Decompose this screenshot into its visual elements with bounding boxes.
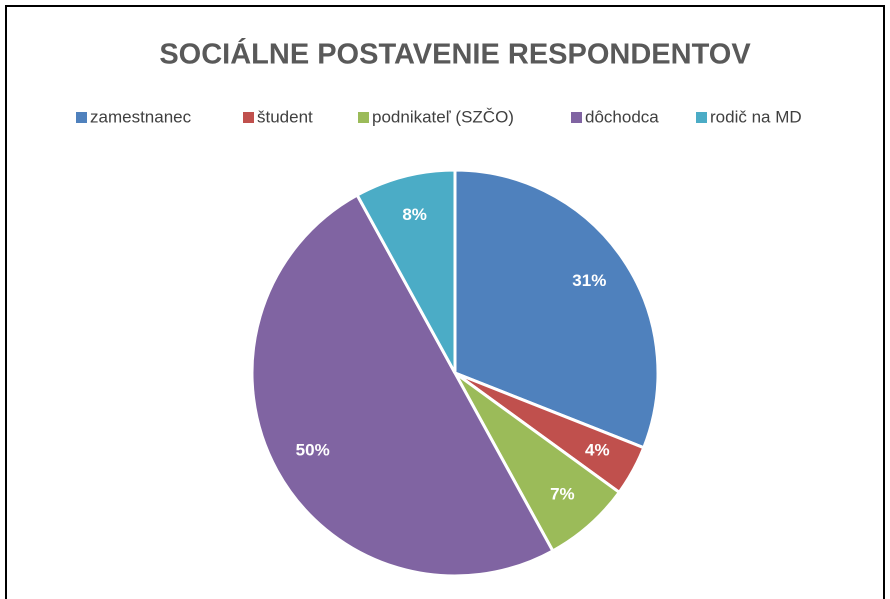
legend-label: zamestnanec [90, 107, 192, 126]
legend-swatch [571, 112, 582, 123]
data-label: 31% [572, 271, 606, 290]
data-label: 8% [402, 205, 427, 224]
chart-title: SOCIÁLNE POSTAVENIE RESPONDENTOV [159, 37, 751, 71]
data-label: 4% [585, 441, 610, 460]
legend-label: dôchodca [585, 107, 659, 126]
data-label: 50% [296, 441, 330, 460]
legend-swatch [696, 112, 707, 123]
legend-swatch [358, 112, 369, 123]
legend-swatch [76, 112, 87, 123]
pie-slice [355, 168, 457, 374]
pie-slice [453, 168, 660, 450]
legend-swatch [243, 112, 254, 123]
data-label: 7% [550, 484, 575, 503]
legend-label: študent [257, 107, 313, 126]
legend-label: podnikateľ (SZČO) [372, 107, 514, 126]
pie-slice [250, 193, 555, 578]
legend-label: rodič na MD [710, 107, 802, 126]
